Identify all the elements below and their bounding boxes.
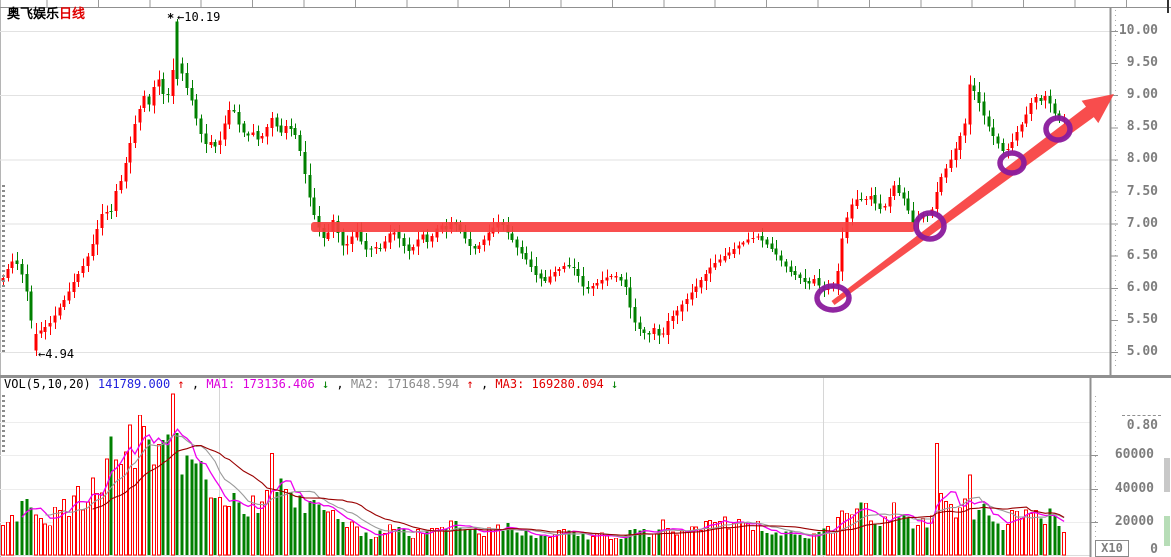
highlight-circle	[997, 150, 1027, 176]
highlight-circle	[814, 283, 852, 313]
trend-arrow	[831, 94, 1114, 305]
ma1-direction-icon: ↓	[321, 377, 330, 391]
price-axis-label: 5.00	[1126, 344, 1158, 359]
price-axis-label: 7.00	[1126, 215, 1158, 231]
ma1-value: 173136.406	[242, 377, 315, 391]
price-axis-label: 10.00	[1118, 23, 1158, 38]
separator: ,	[191, 377, 207, 391]
price-axis-label: 7.50	[1126, 183, 1158, 199]
right-strip-gray-block	[1164, 458, 1170, 492]
ma3-direction-icon: ↓	[611, 377, 619, 391]
vol-indicator-label: VOL(5,10,20)	[4, 377, 98, 391]
ma2-value: 171648.594	[386, 377, 460, 391]
price-axis-label: 5.50	[1126, 311, 1158, 327]
volume-multiplier-badge: X10	[1095, 540, 1129, 557]
volume-axis-dashed-tick	[1122, 415, 1161, 416]
price-axis-label: 9.50	[1126, 55, 1158, 71]
candles-group	[1, 18, 1066, 356]
ma1-label: MA1:	[206, 377, 243, 391]
peak-star-marker: *	[167, 11, 175, 25]
ma3-value: 169280.094	[531, 377, 604, 391]
separator: ,	[480, 377, 496, 391]
right-strip-vertical-text	[2, 185, 5, 355]
volume-bars-group	[1, 393, 1066, 556]
peak-price-annotation: ←10.19	[177, 10, 221, 24]
highlight-circle	[1043, 115, 1073, 143]
volume-axis-zero-label: 0	[1150, 542, 1158, 557]
vol-value: 141789.000	[97, 377, 171, 391]
ma2-direction-icon: ↑	[466, 377, 474, 391]
period-label: 日线	[59, 7, 86, 22]
chart-title: 奥飞娱乐日线	[7, 3, 85, 22]
price-axis-label: 6.00	[1126, 279, 1158, 295]
right-strip-mark	[1167, 0, 1169, 13]
right-strip-vertical-text	[2, 395, 5, 455]
ma3-label: MA3:	[495, 377, 532, 391]
ma2-label: MA2:	[350, 377, 387, 391]
volume-ma3-line	[92, 444, 1065, 536]
highlight-circle	[913, 210, 947, 242]
low-price-annotation: ←4.94	[38, 347, 75, 361]
right-strip-green-block	[1164, 516, 1170, 546]
vol-direction-icon: ↑	[177, 377, 185, 391]
volume-ma1-line	[21, 428, 1065, 539]
volume-axis-label: 20000	[1114, 514, 1154, 529]
stock-name: 奥飞娱乐	[7, 7, 60, 22]
support-resistance-band	[311, 222, 915, 232]
separator: ,	[336, 377, 351, 391]
volume-indicator-header: VOL(5,10,20) 141789.000 ↑ , MA1: 173136.…	[4, 377, 618, 391]
price-axis-label: 8.50	[1126, 119, 1158, 135]
volume-axis-top-label: 0.80	[1126, 418, 1158, 433]
volume-axis-label: 60000	[1114, 447, 1154, 462]
price-axis-label: 8.00	[1126, 151, 1158, 167]
volume-ma2-line	[45, 434, 1065, 538]
price-axis-label: 6.50	[1126, 247, 1158, 263]
price-axis-label: 9.00	[1126, 87, 1158, 103]
volume-axis-label: 40000	[1114, 481, 1154, 496]
